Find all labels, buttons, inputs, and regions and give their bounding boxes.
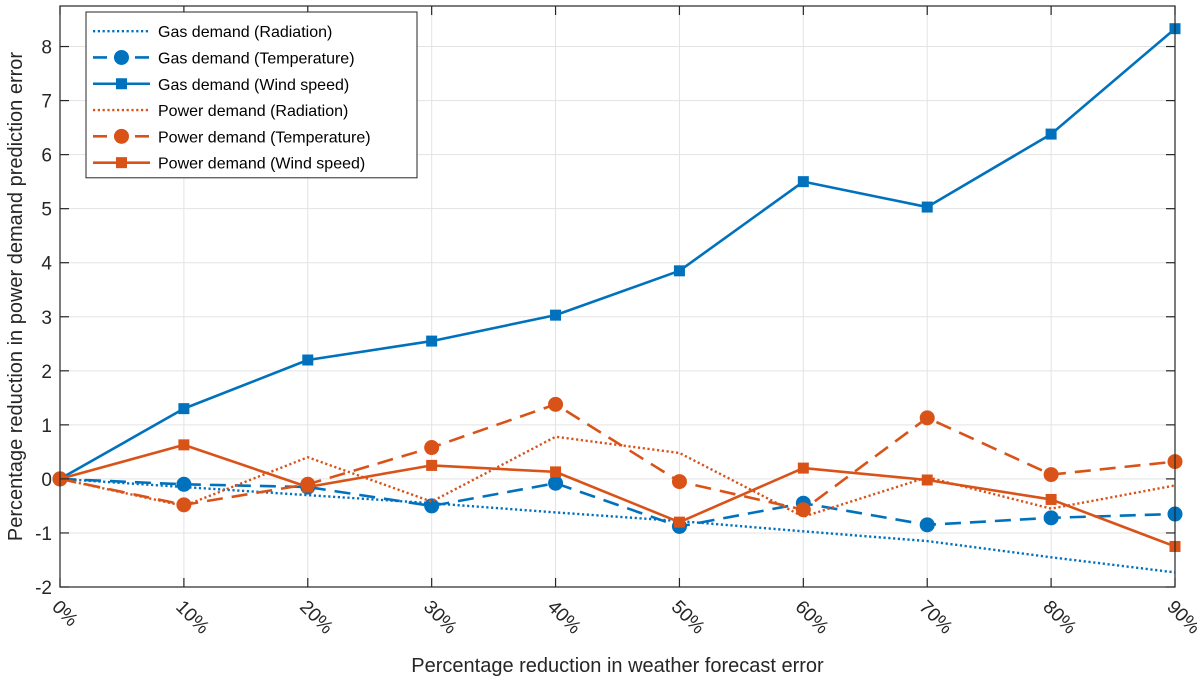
- legend-item: Power demand (Temperature): [93, 128, 371, 146]
- y-tick-label: 1: [41, 416, 52, 437]
- legend-marker: [114, 49, 129, 65]
- x-tick-label: 80%: [1039, 597, 1081, 639]
- data-point: [1045, 128, 1057, 140]
- data-point: [176, 476, 192, 492]
- legend-label: Gas demand (Wind speed): [158, 77, 349, 94]
- data-point: [921, 201, 933, 213]
- series-line: [59, 27, 1176, 481]
- legend-item: Power demand (Wind speed): [93, 156, 365, 173]
- x-tick-label: 70%: [915, 597, 957, 639]
- data-point: [424, 440, 440, 456]
- data-point: [1043, 467, 1059, 483]
- legend-item: Gas demand (Temperature): [93, 49, 355, 67]
- y-tick-label: -2: [35, 578, 52, 599]
- x-tick-label: 60%: [791, 597, 833, 639]
- data-point: [1045, 493, 1057, 505]
- data-point: [548, 396, 564, 412]
- series-layer: [52, 23, 1183, 574]
- series-4: [59, 435, 1176, 518]
- legend-marker: [116, 157, 127, 169]
- y-tick-label: 6: [41, 146, 52, 167]
- y-axis-label: Percentage reduction in power demand pre…: [5, 52, 27, 542]
- data-point: [550, 466, 562, 478]
- series-line: [59, 477, 1176, 528]
- x-axis-label: Percentage reduction in weather forecast…: [411, 655, 824, 677]
- legend-label: Gas demand (Radiation): [158, 24, 332, 41]
- data-point: [302, 481, 314, 493]
- y-tick-label: 7: [41, 92, 52, 113]
- series-1: [59, 477, 1176, 574]
- legend: Gas demand (Radiation) Gas demand (Temper…: [85, 11, 418, 179]
- data-point: [673, 516, 685, 528]
- y-tick-label: 5: [41, 200, 52, 221]
- y-tick-label: 8: [41, 38, 52, 59]
- data-point: [797, 176, 809, 188]
- data-point: [178, 403, 190, 415]
- data-point: [795, 502, 811, 518]
- x-tick-label: 20%: [295, 597, 337, 639]
- y-tick-label: 4: [41, 254, 52, 275]
- data-point: [302, 354, 314, 366]
- data-point: [426, 459, 438, 471]
- legend-label: Power demand (Wind speed): [158, 156, 365, 173]
- legend-marker: [116, 78, 127, 90]
- data-point: [919, 517, 935, 533]
- series-line: [59, 443, 1176, 548]
- series-line: [59, 477, 1176, 574]
- legend-item: Gas demand (Wind speed): [93, 77, 349, 94]
- x-tick-label: 90%: [1162, 597, 1197, 639]
- data-point: [919, 410, 935, 426]
- x-tick-label: 10%: [171, 597, 213, 639]
- axes-box: [59, 5, 1176, 588]
- data-point: [424, 498, 440, 514]
- legend-item: Gas demand (Radiation): [93, 24, 332, 41]
- legend-marker: [114, 128, 129, 144]
- data-point: [921, 474, 933, 486]
- x-tick-label: 0%: [47, 597, 81, 631]
- legend-label: Power demand (Radiation): [158, 103, 348, 120]
- data-point: [671, 474, 687, 490]
- x-tick-label: 50%: [667, 597, 709, 639]
- legend-item: Power demand (Radiation): [93, 103, 348, 120]
- series-line: [59, 403, 1176, 512]
- legend-box: [85, 11, 418, 179]
- legend-label: Gas demand (Temperature): [158, 50, 355, 67]
- y-tick-label: 0: [41, 470, 52, 491]
- x-tick-label: 40%: [543, 597, 585, 639]
- series-line: [59, 435, 1176, 518]
- data-point: [550, 309, 562, 321]
- y-tick-label: -1: [35, 524, 52, 545]
- y-tick-label: 2: [41, 362, 52, 383]
- data-point: [426, 335, 438, 347]
- y-tick-label: 3: [41, 308, 52, 329]
- x-tick-label: 30%: [419, 597, 461, 639]
- data-point: [1043, 510, 1059, 526]
- data-point: [797, 462, 809, 474]
- data-point: [548, 475, 564, 491]
- data-point: [178, 439, 190, 451]
- axes: [59, 5, 1176, 588]
- data-point: [673, 265, 685, 277]
- legend-label: Power demand (Temperature): [158, 129, 371, 146]
- data-point: [176, 497, 192, 513]
